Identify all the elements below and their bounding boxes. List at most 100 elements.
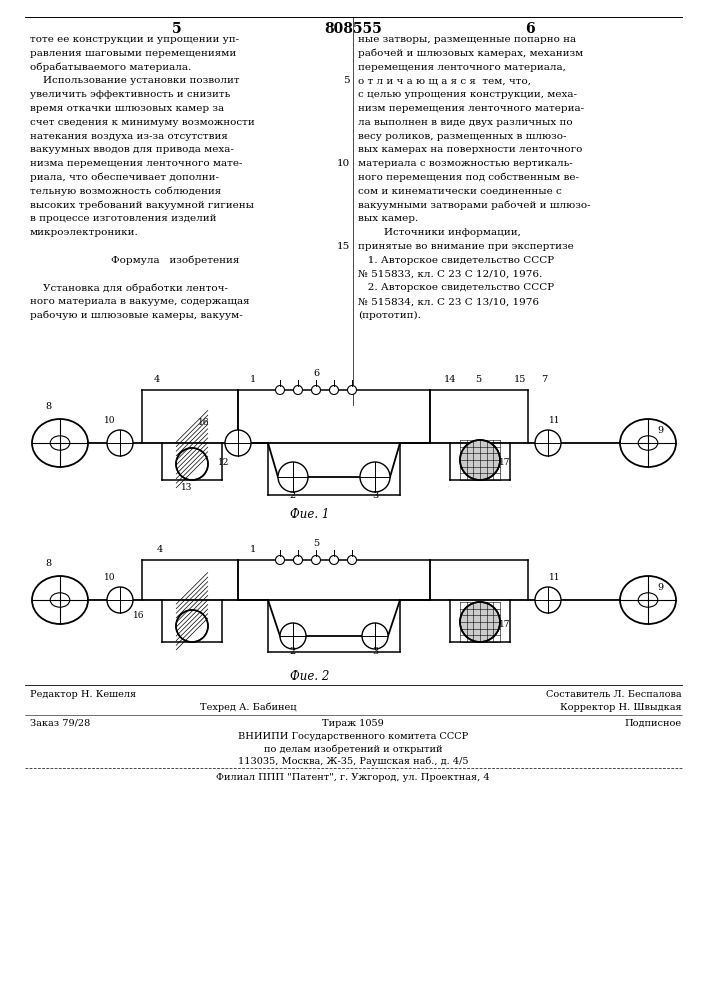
Text: перемещения ленточного материала,: перемещения ленточного материала, [358, 63, 566, 72]
Text: 5: 5 [475, 375, 481, 384]
Text: Использование установки позволит: Использование установки позволит [30, 76, 240, 85]
Text: 5: 5 [313, 539, 319, 548]
Text: Составитель Л. Беспалова: Составитель Л. Беспалова [547, 690, 682, 699]
Text: низм перемещения ленточного материа-: низм перемещения ленточного материа- [358, 104, 584, 113]
Text: рабочую и шлюзовые камеры, вакуум-: рабочую и шлюзовые камеры, вакуум- [30, 311, 243, 320]
Text: 16: 16 [198, 418, 210, 427]
Ellipse shape [620, 419, 676, 467]
Text: низма перемещения ленточного мате-: низма перемещения ленточного мате- [30, 159, 243, 168]
Text: риала, что обеспечивает дополни-: риала, что обеспечивает дополни- [30, 173, 219, 182]
Text: тоте ее конструкции и упрощении уп-: тоте ее конструкции и упрощении уп- [30, 35, 239, 44]
Text: рабочей и шлюзовых камерах, механизм: рабочей и шлюзовых камерах, механизм [358, 49, 583, 58]
Text: вых камерах на поверхности ленточного: вых камерах на поверхности ленточного [358, 145, 583, 154]
Circle shape [348, 556, 356, 564]
Text: 10: 10 [104, 416, 116, 425]
Text: увеличить эффективность и снизить: увеличить эффективность и снизить [30, 90, 230, 99]
Circle shape [535, 587, 561, 613]
Text: счет сведения к минимуму возможности: счет сведения к минимуму возможности [30, 118, 255, 127]
Circle shape [107, 430, 133, 456]
Text: 1: 1 [250, 375, 256, 384]
Text: натекания воздуха из-за отсутствия: натекания воздуха из-за отсутствия [30, 132, 228, 141]
Text: Установка для обработки ленточ-: Установка для обработки ленточ- [30, 283, 228, 293]
Circle shape [276, 556, 284, 564]
Text: 14: 14 [444, 375, 456, 384]
Text: материала с возможностью вертикаль-: материала с возможностью вертикаль- [358, 159, 573, 168]
Text: высоких требований вакуумной гигиены: высоких требований вакуумной гигиены [30, 201, 254, 210]
Text: Формула   изобретения: Формула изобретения [111, 256, 239, 265]
Text: Тираж 1059: Тираж 1059 [322, 719, 384, 728]
Text: 10: 10 [337, 159, 350, 168]
Text: 6: 6 [313, 369, 319, 378]
Circle shape [329, 556, 339, 564]
Text: 113035, Москва, Ж-35, Раушская наб., д. 4/5: 113035, Москва, Ж-35, Раушская наб., д. … [238, 756, 468, 766]
Text: 3: 3 [372, 491, 378, 500]
Ellipse shape [32, 419, 88, 467]
Text: № 515834, кл. С 23 С 13/10, 1976: № 515834, кл. С 23 С 13/10, 1976 [358, 297, 539, 306]
Text: обрабатываемого материала.: обрабатываемого материала. [30, 63, 192, 72]
Circle shape [312, 385, 320, 394]
Circle shape [360, 462, 390, 492]
Text: в процессе изготовления изделий: в процессе изготовления изделий [30, 214, 216, 223]
Text: 8: 8 [45, 402, 51, 411]
Text: 9: 9 [657, 583, 663, 592]
Text: Фие. 2: Фие. 2 [291, 670, 329, 683]
Text: ного материала в вакууме, содержащая: ного материала в вакууме, содержащая [30, 297, 250, 306]
Text: принятые во внимание при экспертизе: принятые во внимание при экспертизе [358, 242, 574, 251]
Ellipse shape [32, 576, 88, 624]
Text: 7: 7 [541, 375, 547, 384]
Circle shape [460, 602, 500, 642]
Text: 1. Авторское свидетельство СССР: 1. Авторское свидетельство СССР [358, 256, 554, 265]
Circle shape [278, 462, 308, 492]
Text: 2. Авторское свидетельство СССР: 2. Авторское свидетельство СССР [358, 283, 554, 292]
Text: 808555: 808555 [324, 22, 382, 36]
Text: 5: 5 [344, 76, 350, 85]
Text: 17: 17 [499, 458, 510, 467]
Circle shape [293, 385, 303, 394]
Circle shape [312, 556, 320, 564]
Circle shape [176, 448, 208, 480]
Text: Техред А. Бабинец: Техред А. Бабинец [200, 703, 296, 712]
Text: (прототип).: (прототип). [358, 311, 421, 320]
Text: 6: 6 [525, 22, 534, 36]
Ellipse shape [638, 593, 658, 607]
Text: Корректор Н. Швыдкая: Корректор Н. Швыдкая [561, 703, 682, 712]
Text: вакуумными затворами рабочей и шлюзо-: вакуумными затворами рабочей и шлюзо- [358, 201, 590, 210]
Text: 9: 9 [657, 426, 663, 435]
Text: 2: 2 [290, 647, 296, 656]
Text: вых камер.: вых камер. [358, 214, 419, 223]
Text: ВНИИПИ Государственного комитета СССР: ВНИИПИ Государственного комитета СССР [238, 732, 468, 741]
Text: 15: 15 [337, 242, 350, 251]
Circle shape [276, 385, 284, 394]
Text: Источники информации,: Источники информации, [358, 228, 521, 237]
Text: по делам изобретений и открытий: по делам изобретений и открытий [264, 744, 443, 754]
Ellipse shape [50, 593, 70, 607]
Circle shape [460, 440, 500, 480]
Text: о т л и ч а ю щ а я с я  тем, что,: о т л и ч а ю щ а я с я тем, что, [358, 76, 531, 85]
Text: с целью упрощения конструкции, меха-: с целью упрощения конструкции, меха- [358, 90, 577, 99]
Text: 5: 5 [173, 22, 182, 36]
Ellipse shape [620, 576, 676, 624]
Text: ные затворы, размещенные попарно на: ные затворы, размещенные попарно на [358, 35, 576, 44]
Text: ного перемещения под собственным ве-: ного перемещения под собственным ве- [358, 173, 579, 182]
Circle shape [348, 385, 356, 394]
Circle shape [293, 556, 303, 564]
Text: Фие. 1: Фие. 1 [291, 508, 329, 521]
Text: Филиал ППП "Патент", г. Ужгород, ул. Проектная, 4: Филиал ППП "Патент", г. Ужгород, ул. Про… [216, 773, 490, 782]
Text: 8: 8 [45, 559, 51, 568]
Text: 17: 17 [499, 620, 510, 629]
Ellipse shape [50, 436, 70, 450]
Text: весу роликов, размещенных в шлюзо-: весу роликов, размещенных в шлюзо- [358, 132, 566, 141]
Text: 1: 1 [250, 545, 256, 554]
Text: сом и кинематически соединенные с: сом и кинематически соединенные с [358, 187, 562, 196]
Circle shape [362, 623, 388, 649]
Text: вакуумных вводов для привода меха-: вакуумных вводов для привода меха- [30, 145, 234, 154]
Circle shape [535, 430, 561, 456]
Text: 4: 4 [157, 545, 163, 554]
Text: № 515833, кл. С 23 С 12/10, 1976.: № 515833, кл. С 23 С 12/10, 1976. [358, 270, 542, 279]
Text: 11: 11 [549, 416, 561, 425]
Circle shape [176, 610, 208, 642]
Circle shape [225, 430, 251, 456]
Text: 13: 13 [181, 483, 193, 492]
Text: время откачки шлюзовых камер за: время откачки шлюзовых камер за [30, 104, 224, 113]
Circle shape [329, 385, 339, 394]
